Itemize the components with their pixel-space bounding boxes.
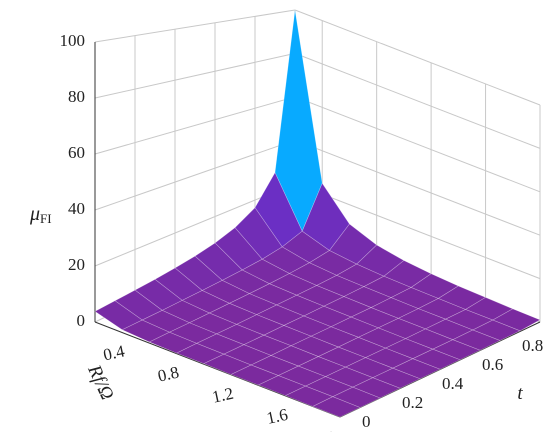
surface-patch (352, 377, 401, 399)
x-tick-label: 0.4 (102, 341, 127, 364)
grid-line (294, 139, 541, 236)
z-tick-label: 100 (60, 31, 86, 50)
grid-line (294, 52, 541, 149)
grid-line (94, 139, 296, 211)
grid-line (294, 183, 541, 280)
z-tick-label: 80 (68, 87, 85, 106)
surface-patch (312, 396, 361, 418)
surface-patch (492, 308, 541, 332)
z-tick-label: 60 (68, 143, 85, 162)
surface-patch (372, 367, 421, 389)
x-tick-label: 1.2 (210, 384, 235, 407)
surface-patch (392, 358, 441, 380)
z-tick-label: 20 (68, 255, 85, 274)
surface-patch (452, 329, 501, 351)
grid-line (94, 52, 296, 99)
surface-patch (432, 339, 481, 361)
grid-line (94, 96, 296, 155)
x-tick-label: 1.6 (265, 405, 290, 428)
surface-patch (412, 348, 461, 370)
z-label-symbol: μ (29, 203, 40, 225)
z-label-subscript: FI (40, 211, 52, 226)
z-tick-label: 0 (77, 311, 86, 330)
y-tick-label: 0.2 (402, 393, 423, 412)
z-tick-label: 40 (68, 199, 85, 218)
y-tick-label: 0.8 (522, 336, 543, 355)
x-tick-label: 0.8 (156, 363, 181, 386)
y-tick-label: 0.6 (482, 355, 503, 374)
y-axis-label: t (517, 383, 523, 404)
grid-line (294, 9, 541, 106)
x-tick-label: 2 (326, 427, 338, 432)
surface-patch (472, 319, 521, 341)
x-axis-label: Rf/Ω (83, 361, 118, 404)
grid-line (294, 96, 541, 193)
z-axis-label: μFI (29, 203, 52, 226)
y-tick-label: 0 (362, 412, 371, 431)
axis-edge (94, 321, 341, 418)
y-tick-label: 0.4 (442, 374, 464, 393)
grid-line (94, 9, 296, 43)
